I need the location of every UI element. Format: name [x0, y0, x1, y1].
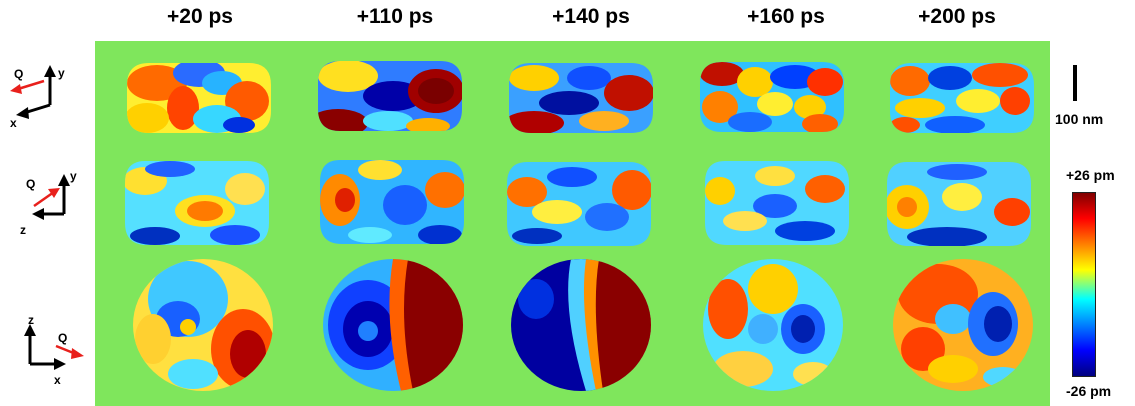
map-zy-20ps	[125, 161, 269, 245]
colorbar-min-label: -26 pm	[1066, 383, 1112, 399]
map-xz-110ps	[323, 259, 463, 391]
map-xy-200ps	[890, 63, 1034, 133]
time-label-160ps: +160 ps	[747, 5, 825, 28]
axis-gizmo-xz: Q z x	[24, 313, 84, 387]
map-xz-20ps	[133, 259, 273, 391]
map-xz-200ps	[893, 259, 1033, 391]
map-xy-140ps	[509, 63, 653, 133]
q-vector-icon	[33, 190, 55, 208]
time-label-140ps: +140 ps	[552, 5, 630, 28]
axis-label-vertical: z	[28, 313, 34, 327]
vector-label: Q	[14, 67, 23, 81]
map-zy-200ps	[887, 162, 1031, 246]
axis-label-horizontal: z	[20, 223, 26, 237]
axis-gizmo-zy: Q y z	[20, 169, 77, 237]
map-xz-140ps	[511, 259, 651, 391]
colorbar	[1072, 192, 1096, 377]
map-xy-160ps	[700, 62, 844, 132]
vector-label: Q	[26, 177, 35, 191]
map-zy-110ps	[320, 160, 464, 244]
axis-label-vertical: y	[58, 66, 65, 80]
axis-label-vertical: y	[70, 169, 77, 183]
axis-label-horizontal: x	[54, 373, 61, 387]
scale-bar-label: 100 nm	[1055, 111, 1104, 127]
time-label-200ps: +200 ps	[918, 5, 996, 28]
map-xy-110ps	[318, 61, 462, 131]
map-zy-140ps	[507, 162, 651, 246]
scale-bar	[1073, 65, 1077, 101]
map-zy-160ps	[705, 161, 849, 245]
time-label-20ps: +20 ps	[167, 5, 233, 28]
map-xz-160ps	[703, 259, 843, 391]
axis-gizmo-xy: Q y x	[10, 65, 65, 130]
map-xy-20ps	[127, 63, 271, 133]
q-vector-icon	[17, 79, 45, 91]
time-label-110ps: +110 ps	[356, 5, 434, 28]
axis-label-horizontal: x	[10, 116, 17, 130]
colorbar-max-label: +26 pm	[1066, 167, 1115, 183]
vector-label: Q	[58, 331, 67, 345]
